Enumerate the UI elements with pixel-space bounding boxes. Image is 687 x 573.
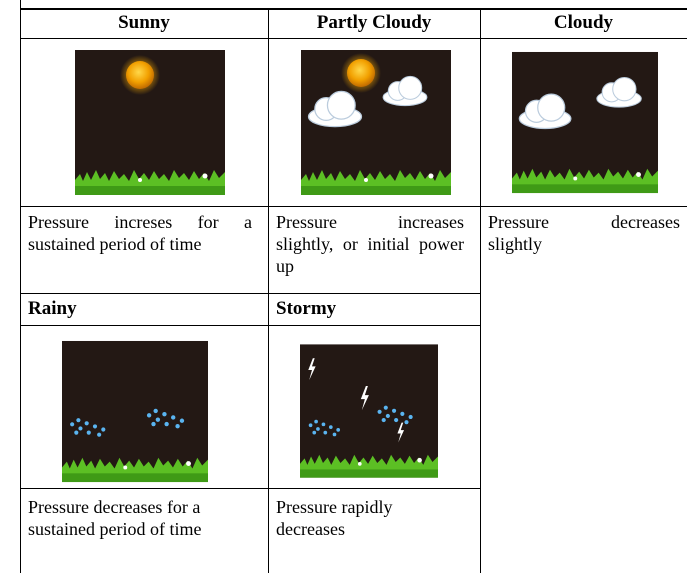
partly-cloudy-image [301, 50, 451, 195]
cell-title: Rainy [28, 298, 77, 319]
cell-description: Pressure increases slightly, or initial … [276, 212, 464, 276]
border [20, 8, 687, 10]
cell-title: Cloudy [553, 12, 614, 33]
cell-title: Sunny [118, 12, 170, 33]
sunny-image [75, 50, 225, 195]
border [480, 8, 481, 573]
cell-title: Partly Cloudy [316, 12, 432, 33]
cell-description: Pressure rapidly decreases [276, 497, 393, 539]
cell-description: Pressure decreases slightly [488, 212, 680, 254]
rainy-image [62, 340, 208, 483]
border [20, 293, 480, 294]
cell-title: Stormy [276, 298, 337, 319]
border [20, 488, 480, 489]
stormy-image [300, 344, 438, 478]
border [20, 206, 687, 207]
border [20, 38, 687, 39]
cell-description: Pressure increses for a sustained period… [28, 212, 252, 254]
cloudy-image [512, 51, 658, 194]
border [268, 8, 269, 573]
border [20, 0, 21, 573]
cell-description: Pressure decreases for a sustained perio… [28, 497, 202, 539]
border [20, 325, 480, 326]
